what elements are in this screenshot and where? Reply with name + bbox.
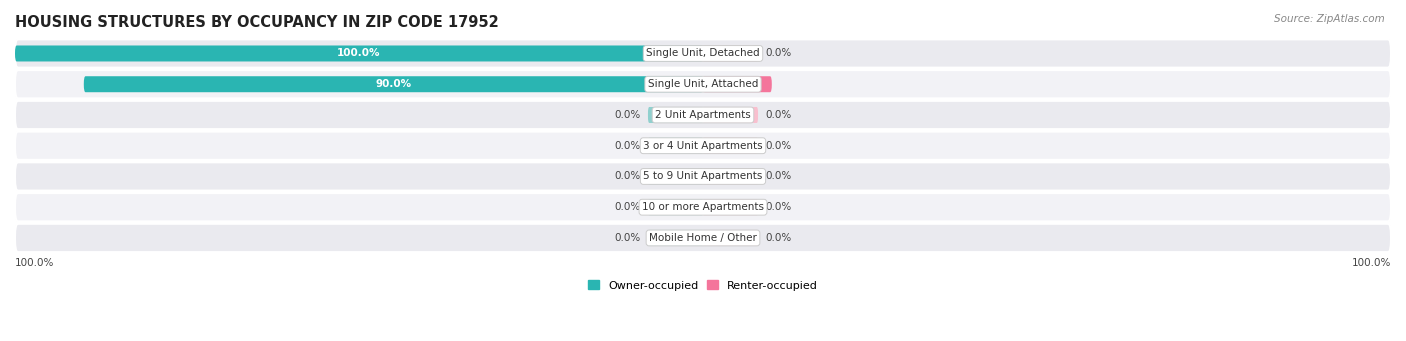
Text: 0.0%: 0.0% bbox=[614, 233, 641, 243]
FancyBboxPatch shape bbox=[15, 132, 1391, 160]
FancyBboxPatch shape bbox=[84, 76, 703, 92]
Text: 100.0%: 100.0% bbox=[1351, 258, 1391, 268]
FancyBboxPatch shape bbox=[703, 199, 758, 215]
Text: 0.0%: 0.0% bbox=[614, 141, 641, 151]
Text: 100.0%: 100.0% bbox=[337, 48, 381, 59]
FancyBboxPatch shape bbox=[648, 230, 703, 246]
Text: Single Unit, Attached: Single Unit, Attached bbox=[648, 79, 758, 89]
Text: 0.0%: 0.0% bbox=[614, 172, 641, 181]
FancyBboxPatch shape bbox=[15, 45, 703, 61]
FancyBboxPatch shape bbox=[703, 230, 758, 246]
Text: 0.0%: 0.0% bbox=[614, 202, 641, 212]
Text: 0.0%: 0.0% bbox=[765, 233, 792, 243]
FancyBboxPatch shape bbox=[703, 76, 772, 92]
FancyBboxPatch shape bbox=[648, 168, 703, 184]
Text: 0.0%: 0.0% bbox=[765, 172, 792, 181]
FancyBboxPatch shape bbox=[648, 107, 703, 123]
FancyBboxPatch shape bbox=[703, 107, 758, 123]
FancyBboxPatch shape bbox=[648, 138, 703, 154]
FancyBboxPatch shape bbox=[703, 45, 758, 61]
Text: 90.0%: 90.0% bbox=[375, 79, 412, 89]
Text: 100.0%: 100.0% bbox=[15, 258, 55, 268]
FancyBboxPatch shape bbox=[15, 162, 1391, 191]
Text: 0.0%: 0.0% bbox=[765, 202, 792, 212]
FancyBboxPatch shape bbox=[703, 168, 758, 184]
Text: 10.0%: 10.0% bbox=[720, 79, 755, 89]
FancyBboxPatch shape bbox=[648, 199, 703, 215]
FancyBboxPatch shape bbox=[15, 224, 1391, 252]
Text: 0.0%: 0.0% bbox=[765, 110, 792, 120]
Text: 3 or 4 Unit Apartments: 3 or 4 Unit Apartments bbox=[643, 141, 763, 151]
FancyBboxPatch shape bbox=[15, 193, 1391, 221]
Text: Source: ZipAtlas.com: Source: ZipAtlas.com bbox=[1274, 14, 1385, 24]
Text: Single Unit, Detached: Single Unit, Detached bbox=[647, 48, 759, 59]
FancyBboxPatch shape bbox=[15, 70, 1391, 98]
Text: 0.0%: 0.0% bbox=[765, 141, 792, 151]
Text: 0.0%: 0.0% bbox=[765, 48, 792, 59]
FancyBboxPatch shape bbox=[703, 138, 758, 154]
Text: 0.0%: 0.0% bbox=[614, 110, 641, 120]
Text: 5 to 9 Unit Apartments: 5 to 9 Unit Apartments bbox=[644, 172, 762, 181]
Text: HOUSING STRUCTURES BY OCCUPANCY IN ZIP CODE 17952: HOUSING STRUCTURES BY OCCUPANCY IN ZIP C… bbox=[15, 15, 499, 30]
Legend: Owner-occupied, Renter-occupied: Owner-occupied, Renter-occupied bbox=[583, 276, 823, 295]
FancyBboxPatch shape bbox=[15, 39, 1391, 68]
Text: 2 Unit Apartments: 2 Unit Apartments bbox=[655, 110, 751, 120]
FancyBboxPatch shape bbox=[15, 101, 1391, 129]
Text: 10 or more Apartments: 10 or more Apartments bbox=[643, 202, 763, 212]
Text: Mobile Home / Other: Mobile Home / Other bbox=[650, 233, 756, 243]
